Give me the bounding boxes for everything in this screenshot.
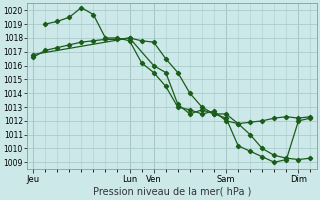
X-axis label: Pression niveau de la mer( hPa ): Pression niveau de la mer( hPa ) (92, 187, 251, 197)
